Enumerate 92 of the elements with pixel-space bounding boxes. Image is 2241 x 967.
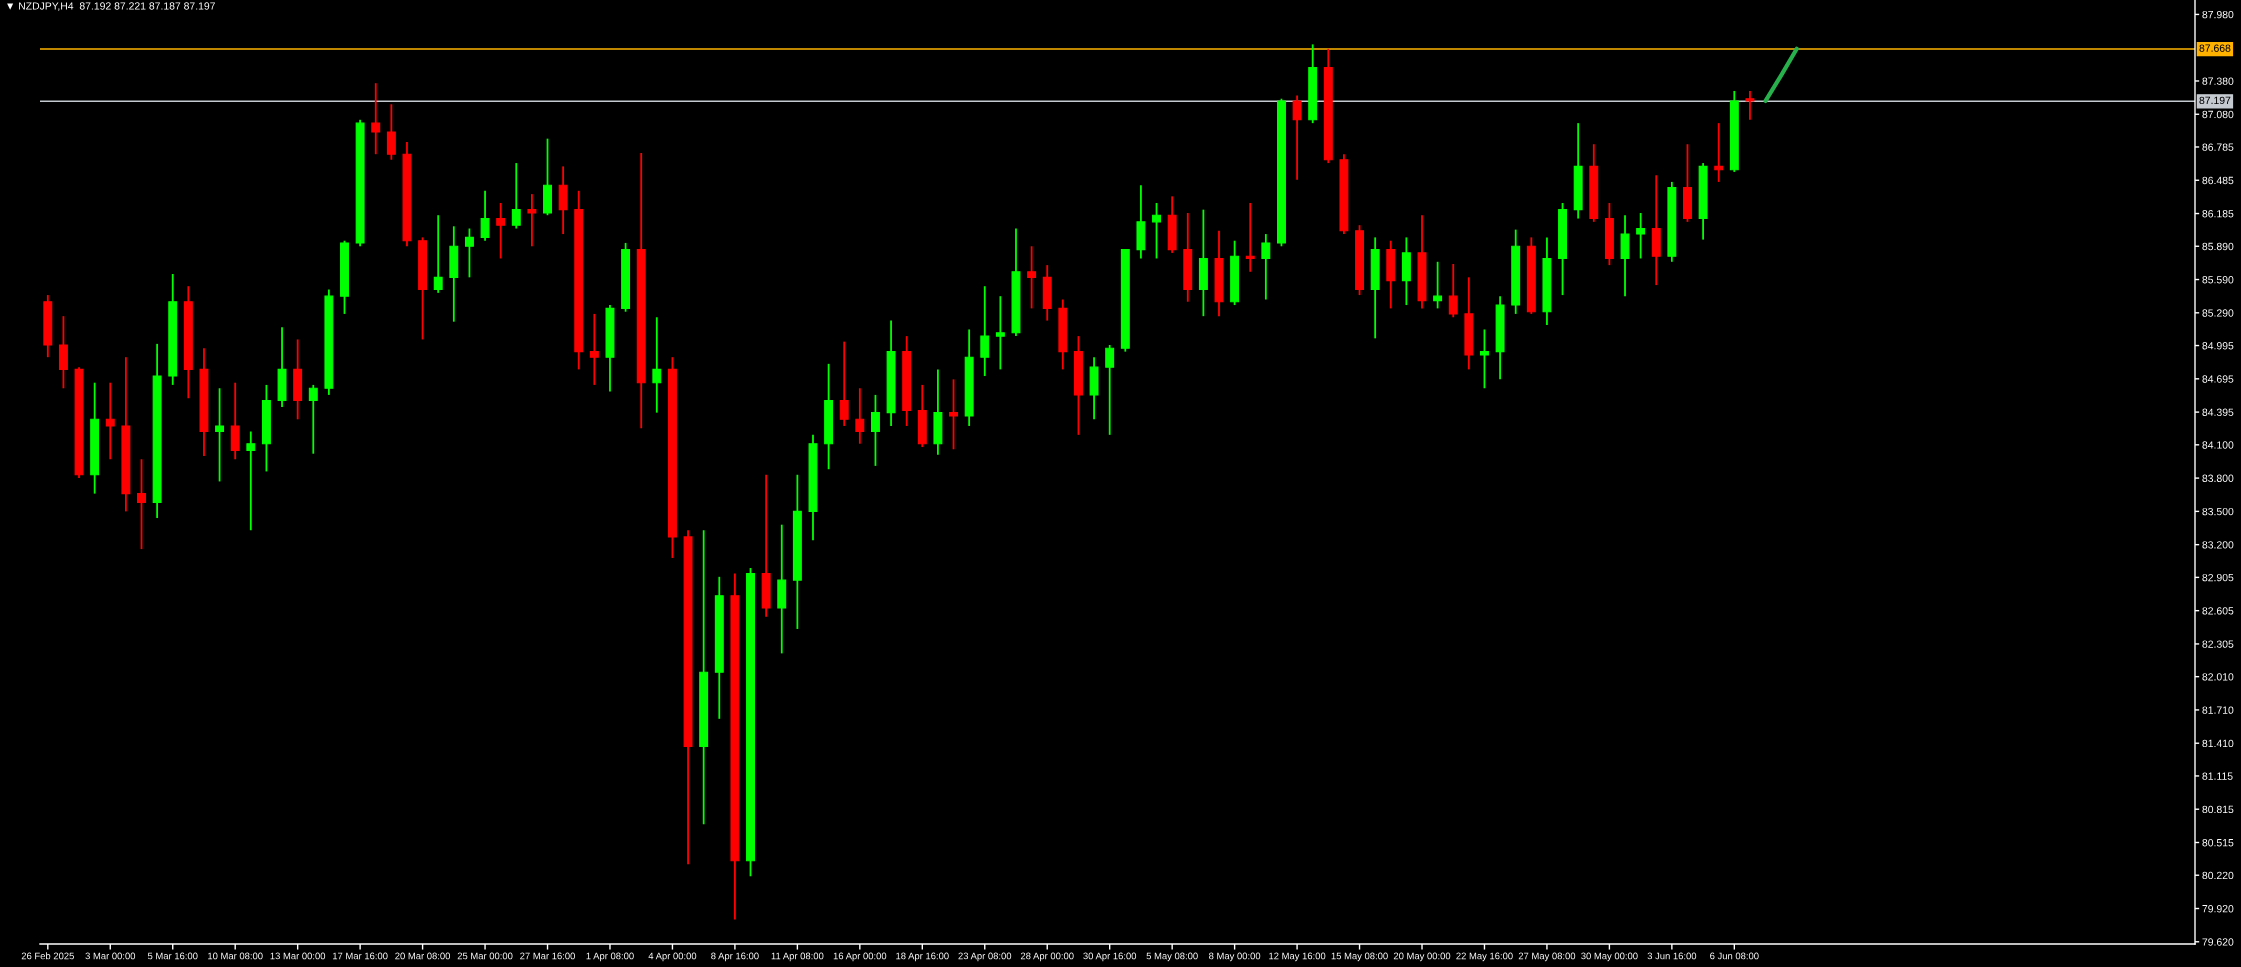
x-tick-label: 22 May 16:00 (1456, 952, 1513, 962)
candlestick (1105, 344, 1115, 436)
candlestick (1292, 94, 1302, 181)
candlestick (839, 340, 849, 427)
x-tick-label: 6 Jun 08:00 (1710, 952, 1759, 960)
x-tick-label: 25 Mar 00:00 (457, 952, 513, 960)
candlestick (480, 189, 490, 242)
x-tick-label: 5 May 08:00 (1146, 952, 1198, 962)
candlestick (527, 193, 537, 248)
candlestick (589, 313, 599, 386)
x-tick-label: 30 Apr 16:00 (1083, 952, 1137, 962)
candlestick (511, 162, 521, 230)
y-tick-label: 81.115 (2202, 772, 2233, 780)
y-tick-label: 84.395 (2202, 408, 2234, 416)
candlestick (870, 393, 880, 467)
candlestick (137, 458, 146, 551)
x-tick-label: 8 Apr 16:00 (711, 952, 759, 962)
candlestick (1261, 233, 1271, 301)
y-tick-label: 87.980 (2202, 10, 2234, 19)
y-tick-label: 80.815 (2202, 805, 2234, 814)
x-tick-label: 8 May 00:00 (1209, 952, 1261, 962)
x-tick-label: 30 May 00:00 (1581, 952, 1638, 962)
y-tick-label: 87.080 (2202, 110, 2234, 119)
candlestick (308, 384, 318, 455)
x-tick-label: 17 Mar 16:00 (333, 952, 388, 960)
y-tick-label: 82.905 (2202, 573, 2234, 582)
y-tick-label: 82.305 (2202, 640, 2234, 648)
candlestick (1480, 328, 1489, 390)
candlestick (1714, 122, 1724, 183)
candlestick (1152, 202, 1161, 260)
x-tick-label: 15 May 08:00 (1331, 952, 1388, 962)
x-tick-label: 20 Mar 08:00 (395, 952, 451, 960)
y-tick-label: 83.500 (2202, 507, 2234, 516)
candlestick (995, 295, 1005, 371)
candlestick (1433, 260, 1443, 310)
candlestick (855, 387, 865, 445)
chart-title: ▼ NZDJPY,H4 87.192 87.221 87.187 87.197 (7, 2, 215, 11)
y-tick-label: 82.010 (2202, 673, 2234, 681)
ref-line-label: 87.668 (2199, 44, 2231, 52)
x-tick-label: 26 Feb 2025 (21, 952, 74, 960)
ref-line-label: 87.197 (2199, 96, 2231, 105)
y-tick-label: 85.590 (2202, 276, 2234, 284)
y-tick-label: 80.515 (2202, 839, 2234, 847)
candlestick (652, 316, 662, 414)
y-tick-label: 83.200 (2202, 541, 2234, 549)
x-tick-label: 13 Mar 00:00 (270, 952, 326, 960)
candlestick (496, 202, 506, 260)
candlestick (433, 214, 443, 294)
x-tick-label: 1 Apr 08:00 (586, 952, 634, 962)
candlestick (371, 82, 381, 156)
y-tick-label: 84.995 (2202, 342, 2234, 350)
x-tick-label: 27 May 08:00 (1518, 952, 1576, 962)
candlestick (1448, 263, 1458, 319)
y-tick-label: 86.185 (2202, 210, 2234, 218)
y-tick-label: 82.605 (2202, 607, 2234, 615)
x-tick-label: 27 Mar 16:00 (520, 952, 575, 960)
candlestick (1636, 212, 1646, 260)
candlestick (464, 227, 474, 279)
candlestick (246, 430, 256, 532)
y-tick-label: 83.800 (2202, 474, 2234, 482)
y-tick-label: 84.100 (2202, 441, 2234, 449)
x-tick-label: 12 May 16:00 (1269, 952, 1326, 962)
candlestick (1027, 245, 1037, 310)
y-tick-label: 85.890 (2202, 242, 2234, 251)
x-tick-label: 10 Mar 08:00 (208, 952, 263, 960)
x-tick-label: 5 Mar 16:00 (147, 952, 198, 960)
candlestick (949, 378, 958, 451)
y-tick-label: 84.695 (2202, 375, 2234, 383)
x-tick-label: 11 Apr 08:00 (771, 952, 824, 962)
x-tick-label: 18 Apr 16:00 (896, 952, 949, 962)
y-tick-label: 81.410 (2202, 739, 2234, 748)
x-tick-label: 3 Mar 00:00 (85, 952, 136, 960)
candlestick (980, 285, 990, 377)
x-tick-label: 4 Apr 00:00 (648, 952, 697, 962)
y-tick-label: 85.290 (2202, 309, 2234, 317)
x-tick-label: 28 Apr 00:00 (1020, 952, 1074, 962)
y-tick-label: 79.620 (2202, 938, 2234, 946)
candlestick (386, 103, 396, 161)
candlestick (105, 381, 115, 461)
y-tick-label: 79.920 (2202, 905, 2234, 913)
candlestick (1745, 90, 1755, 121)
x-tick-label: 3 Jun 16:00 (1647, 952, 1697, 960)
y-tick-label: 86.785 (2202, 143, 2234, 151)
y-tick-label: 86.485 (2202, 176, 2234, 185)
candlestick (1245, 202, 1255, 273)
candlestick (215, 387, 225, 483)
x-tick-label: 16 Apr 00:00 (833, 952, 887, 962)
y-tick-label: 81.710 (2202, 706, 2234, 714)
x-tick-label: 23 Apr 08:00 (958, 952, 1012, 962)
x-tick-label: 20 May 00:00 (1393, 952, 1451, 962)
y-tick-label: 80.220 (2202, 871, 2234, 880)
y-tick-label: 87.380 (2202, 77, 2234, 85)
